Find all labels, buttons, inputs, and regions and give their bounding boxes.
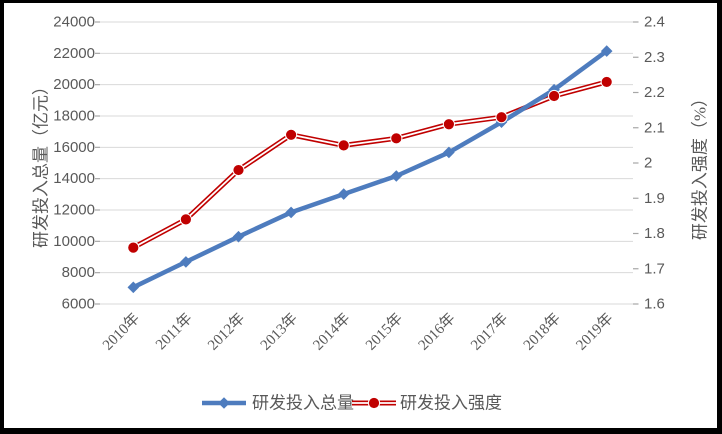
total-series-marker	[390, 170, 403, 182]
left-axis-title: 研发投入总量（亿元）	[32, 78, 51, 248]
right-axis-tick-label: 2.3	[644, 49, 665, 66]
intensity-series-marker	[442, 118, 455, 131]
intensity-series-marker	[548, 89, 561, 103]
right-axis-tick-label: 2	[644, 155, 652, 172]
x-axis-tick-label: 2016年	[415, 310, 459, 354]
total-series-marker	[180, 256, 192, 268]
x-axis-tick-label: 2014年	[310, 310, 354, 354]
right-axis-tick-label: 2.4	[644, 14, 665, 31]
chart-canvas	[4, 3, 717, 428]
x-axis-tick-label: 2019年	[573, 310, 617, 354]
intensity-series-marker	[600, 75, 613, 89]
left-axis-tick-label: 18000	[53, 108, 95, 125]
right-axis-tick-label: 1.9	[644, 190, 665, 207]
right-axis-title: 研发投入强度（%）	[691, 90, 710, 240]
intensity-series-line	[132, 79, 608, 250]
left-axis-tick-label: 24000	[53, 14, 95, 31]
intensity-series-marker	[232, 163, 245, 177]
x-axis-tick-label: 2015年	[362, 310, 406, 354]
total-series-line	[132, 49, 609, 290]
left-axis-tick-label: 14000	[53, 170, 95, 187]
right-axis-tick-label: 1.8	[644, 225, 665, 242]
left-axis-tick-label: 10000	[53, 233, 95, 250]
x-axis-tick-label: 2013年	[257, 310, 301, 354]
legend-total-label: 研发投入总量	[252, 394, 354, 413]
intensity-series-marker	[179, 213, 192, 226]
left-axis-tick-label: 16000	[53, 139, 95, 156]
total-series-marker	[127, 281, 140, 294]
legend-intensity-marker	[367, 396, 381, 410]
x-axis-tick-label: 2011年	[152, 310, 195, 353]
intensity-series-marker	[285, 128, 298, 141]
x-axis-tick-label: 2018年	[520, 310, 564, 354]
total-series-marker	[337, 188, 350, 200]
x-axis-tick-label: 2012年	[204, 310, 248, 354]
left-axis-tick-label: 6000	[62, 296, 95, 313]
intensity-series-marker	[495, 111, 508, 124]
total-series-marker	[443, 146, 455, 159]
x-axis-tick-label: 2010年	[99, 310, 143, 354]
right-axis-tick-label: 1.6	[644, 296, 665, 313]
left-axis-tick-label: 12000	[53, 202, 95, 219]
intensity-series-marker	[390, 132, 403, 145]
x-axis-tick-label: 2017年	[467, 310, 511, 354]
legend-total-marker	[218, 397, 230, 409]
intensity-series-line-core	[132, 81, 607, 249]
left-axis-tick-label: 20000	[53, 76, 95, 93]
total-series-marker	[600, 45, 613, 57]
total-series-marker	[285, 206, 297, 219]
intensity-series-marker	[337, 139, 350, 152]
left-axis-tick-label: 8000	[62, 264, 95, 281]
right-axis-tick-label: 1.7	[644, 260, 665, 277]
legend-intensity-label: 研发投入强度	[400, 394, 502, 413]
right-axis-tick-label: 2.2	[644, 84, 665, 101]
total-series-marker	[232, 230, 245, 243]
right-axis-tick-label: 2.1	[644, 119, 665, 136]
intensity-series-marker	[127, 241, 140, 254]
left-axis-tick-label: 22000	[53, 45, 95, 62]
